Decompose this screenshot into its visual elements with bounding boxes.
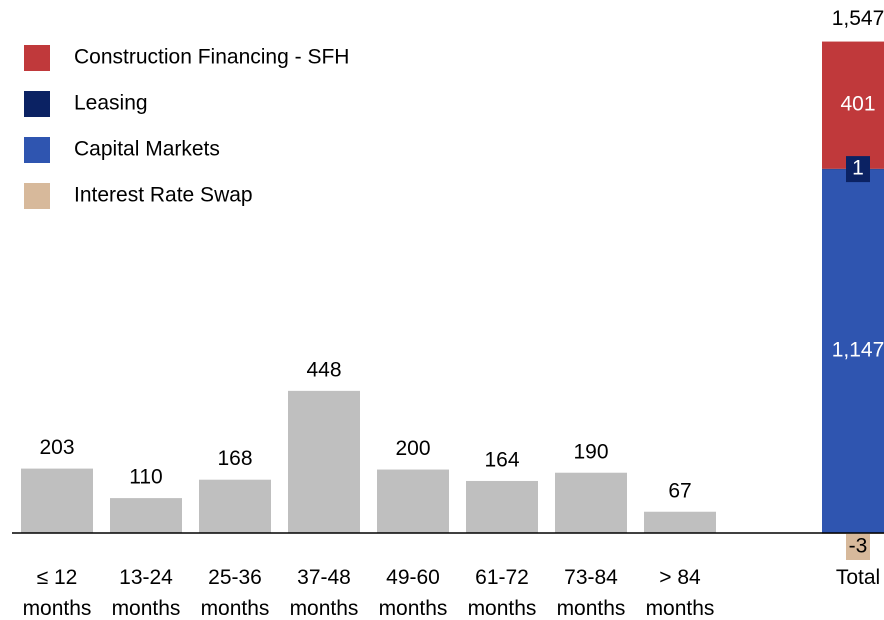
legend-swatch xyxy=(24,183,50,209)
value-label: 190 xyxy=(573,440,608,463)
bar xyxy=(199,479,271,533)
segment-label: 1,147 xyxy=(832,339,884,362)
segment-label: -3 xyxy=(849,535,868,558)
bar xyxy=(466,480,538,533)
legend-swatch xyxy=(24,91,50,117)
bar xyxy=(555,472,627,533)
label-box xyxy=(846,156,870,183)
label-box xyxy=(846,534,870,560)
segment-label: 401 xyxy=(840,93,875,116)
bar xyxy=(288,390,360,533)
x-tick-label: 49-60 months xyxy=(378,566,448,620)
legend-label: Leasing xyxy=(74,92,148,115)
bar xyxy=(377,469,449,533)
x-tick-label: Total xyxy=(835,566,881,589)
legend-label: Capital Markets xyxy=(74,138,220,161)
legend-swatch xyxy=(24,137,50,163)
value-label: 203 xyxy=(39,436,74,459)
value-label: 110 xyxy=(129,466,162,489)
stack-segment xyxy=(822,41,884,169)
bar xyxy=(21,468,93,533)
value-label: 168 xyxy=(217,447,252,470)
segment-label: 1 xyxy=(852,157,864,180)
x-tick-label: 25-36 months xyxy=(200,566,270,620)
x-tick-label: 61-72 months xyxy=(467,566,537,620)
value-label: 448 xyxy=(306,358,341,381)
legend-label: Construction Financing - SFH xyxy=(74,46,349,69)
value-label: 200 xyxy=(395,437,430,460)
x-tick-label: 37-48 months xyxy=(289,566,359,620)
legend-swatch xyxy=(24,45,50,71)
value-label: 164 xyxy=(484,449,519,472)
value-label: 67 xyxy=(668,479,691,502)
x-tick-label: 13-24 months xyxy=(111,566,181,620)
stack-segment xyxy=(822,169,884,534)
x-tick-label: > 84 months xyxy=(645,566,715,620)
bar xyxy=(644,511,716,533)
x-tick-label: 73-84 months xyxy=(556,566,626,620)
legend-label: Interest Rate Swap xyxy=(74,184,253,207)
total-label: 1,547 xyxy=(832,7,884,30)
x-tick-label: ≤ 12 months xyxy=(22,566,92,620)
bar xyxy=(110,498,182,533)
